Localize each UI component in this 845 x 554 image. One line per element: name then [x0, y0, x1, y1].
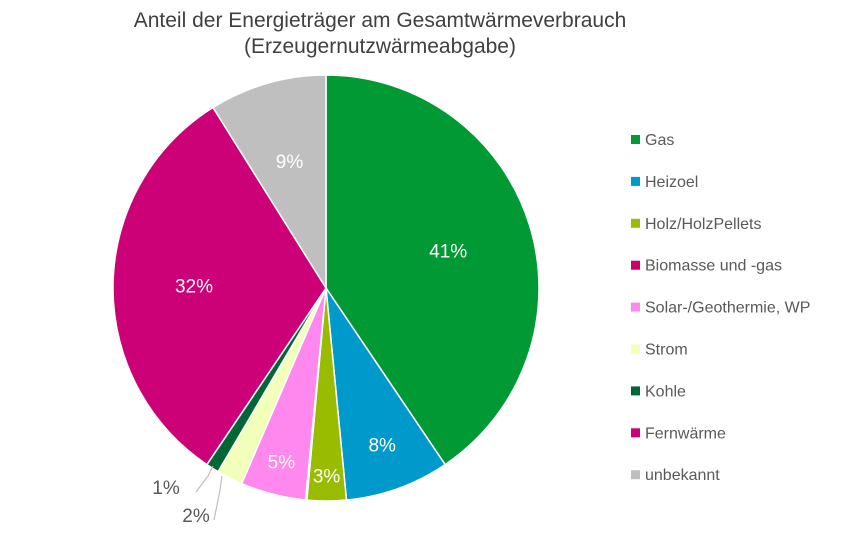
- data-label: 1%: [152, 478, 180, 499]
- legend-label: Heizoel: [645, 174, 698, 191]
- legend-swatch: [631, 386, 640, 396]
- data-label: 9%: [276, 152, 304, 173]
- legend-label: Solar-/Geothermie, WP: [645, 300, 810, 317]
- chart-title: Anteil der Energieträger am Gesamtwärmev…: [133, 9, 627, 32]
- legend-swatch: [631, 135, 640, 144]
- legend-label: Fernwärme: [645, 425, 726, 442]
- legend-swatch: [631, 302, 640, 312]
- legend-item: Fernwärme: [631, 425, 726, 442]
- legend-swatch: [631, 344, 640, 354]
- legend-label: Holz/HolzPellets: [645, 216, 761, 233]
- pie-slice-gas: [325, 74, 540, 466]
- legend-label: Biomasse und -gas: [645, 258, 782, 275]
- legend-item: Solar-/Geothermie, WP: [631, 300, 810, 317]
- legend-swatch: [631, 218, 640, 228]
- data-label: 2%: [182, 506, 210, 527]
- legend-swatch: [631, 428, 640, 438]
- data-label: 8%: [368, 435, 396, 456]
- legend-item: Kohle: [631, 383, 686, 400]
- chart-subtitle: (Erzeugernutzwärmeabgabe): [244, 35, 516, 58]
- legend-item: Gas: [631, 132, 674, 149]
- pie-slice-unbekannt: [211, 74, 327, 291]
- pie-slice-heizoel: [325, 287, 447, 501]
- data-label: 41%: [429, 242, 467, 263]
- leader-line: [213, 475, 223, 521]
- leader-line: [195, 465, 214, 493]
- legend-item: Holz/HolzPellets: [631, 216, 761, 233]
- legend-label: Strom: [645, 342, 688, 359]
- legend-swatch: [631, 260, 640, 270]
- data-label: 5%: [268, 452, 296, 473]
- legend-swatch: [631, 470, 640, 480]
- legend-label: Kohle: [645, 383, 686, 400]
- legend-swatch: [631, 176, 640, 186]
- legend-label: unbekannt: [645, 467, 720, 484]
- pie-slice-fernw-rme: [112, 106, 327, 466]
- data-label: 32%: [175, 277, 213, 298]
- legend-item: Strom: [631, 342, 688, 359]
- legend-label: Gas: [645, 132, 674, 149]
- data-label: 3%: [313, 466, 341, 487]
- legend-item: unbekannt: [631, 467, 720, 484]
- legend-item: Biomasse und -gas: [631, 258, 782, 275]
- legend-item: Heizoel: [631, 174, 698, 191]
